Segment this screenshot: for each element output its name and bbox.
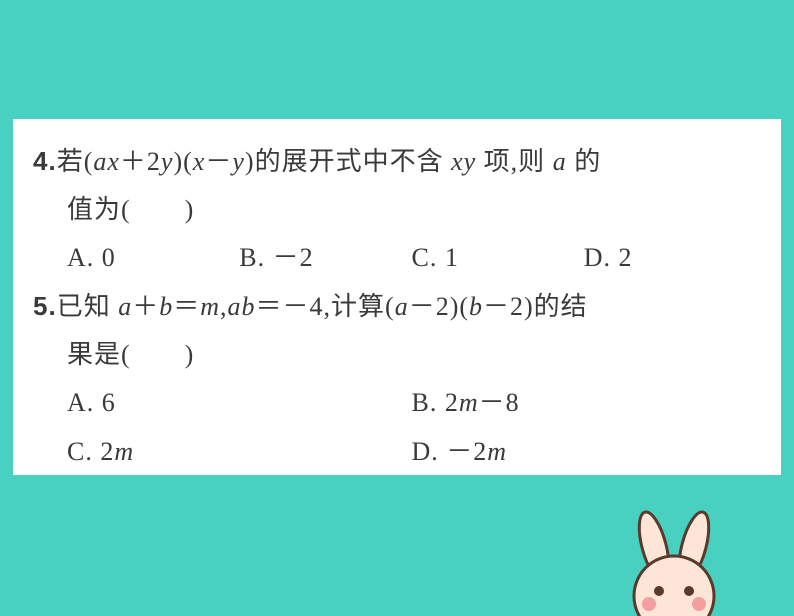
content-box: 4.若(ax＋2y)(x－y)的展开式中不含 xy 项,则 a 的 值为( ) … — [13, 119, 781, 475]
q4-num: 4. — [33, 146, 57, 176]
q4-line1: 4.若(ax＋2y)(x－y)的展开式中不含 xy 项,则 a 的 — [33, 137, 756, 186]
q5-opt-c: C. 2m — [67, 428, 412, 476]
question-5: 5.已知 a＋b＝m,ab＝－4,计算(a－2)(b－2)的结 果是( ) A.… — [33, 282, 756, 475]
q5-opt-b: B. 2m－8 — [412, 379, 757, 427]
question-4: 4.若(ax＋2y)(x－y)的展开式中不含 xy 项,则 a 的 值为( ) … — [33, 137, 756, 282]
q4-opt-c: C. 1 — [412, 234, 584, 282]
q4-opt-d: D. 2 — [584, 234, 756, 282]
q5-options: A. 6 B. 2m－8 C. 2m D. －2m — [33, 379, 756, 475]
q5-opt-d: D. －2m — [412, 428, 757, 476]
q4-opt-b: B. －2 — [239, 234, 411, 282]
q4-opt-a: A. 0 — [67, 234, 239, 282]
q5-opt-a: A. 6 — [67, 379, 412, 427]
q5-line2: 果是( ) — [33, 331, 756, 379]
q5-num: 5. — [33, 291, 57, 321]
bunny-icon — [614, 496, 734, 616]
q4-line2: 值为( ) — [33, 186, 756, 234]
q5-line1: 5.已知 a＋b＝m,ab＝－4,计算(a－2)(b－2)的结 — [33, 282, 756, 331]
q4-options: A. 0 B. －2 C. 1 D. 2 — [33, 234, 756, 282]
